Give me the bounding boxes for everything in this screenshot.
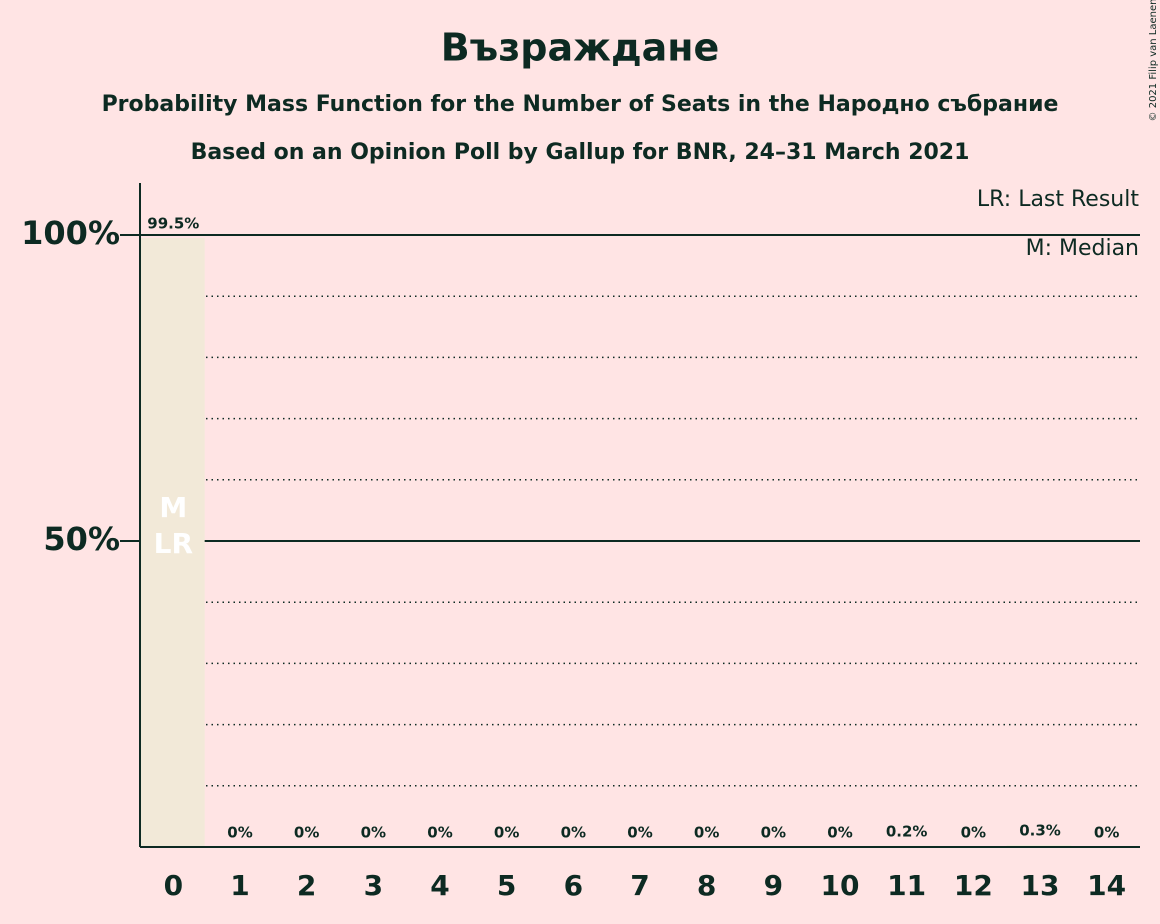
bar	[140, 238, 205, 847]
value-label: 0%	[627, 824, 652, 842]
x-tick-label: 5	[497, 869, 516, 902]
x-tick-label: 9	[764, 869, 783, 902]
x-tick-label: 13	[1021, 869, 1060, 902]
value-label: 0.3%	[1019, 822, 1061, 840]
value-label: 0%	[294, 824, 319, 842]
annotation: LR	[154, 527, 193, 560]
x-tick-label: 2	[297, 869, 316, 902]
x-tick-label: 0	[164, 869, 183, 902]
value-label: 0%	[427, 824, 452, 842]
chart-subtitle: Probability Mass Function for the Number…	[102, 92, 1059, 117]
x-tick-label: 6	[564, 869, 583, 902]
value-label: 0%	[1094, 824, 1119, 842]
value-label: 99.5%	[147, 215, 199, 233]
x-tick-label: 3	[364, 869, 383, 902]
x-tick-label: 11	[887, 869, 926, 902]
y-tick-label: 100%	[21, 214, 120, 252]
x-tick-label: 12	[954, 869, 993, 902]
value-label: 0%	[494, 824, 519, 842]
annotation: M	[159, 491, 187, 524]
value-label: 0%	[694, 824, 719, 842]
chart-title: Възраждане	[441, 26, 720, 70]
x-tick-label: 10	[821, 869, 860, 902]
x-tick-label: 14	[1087, 869, 1126, 902]
value-label: 0%	[761, 824, 786, 842]
value-label: 0.2%	[886, 822, 928, 840]
x-tick-label: 7	[630, 869, 649, 902]
value-label: 0%	[227, 824, 252, 842]
chart-subtitle: Based on an Opinion Poll by Gallup for B…	[191, 140, 970, 165]
legend-entry: M: Median	[1026, 236, 1139, 261]
value-label: 0%	[961, 824, 986, 842]
legend-entry: LR: Last Result	[977, 187, 1139, 212]
credit: © 2021 Filip van Laenen	[1148, 0, 1159, 121]
value-label: 0%	[561, 824, 586, 842]
x-tick-label: 8	[697, 869, 716, 902]
x-tick-label: 4	[430, 869, 449, 902]
value-label: 0%	[361, 824, 386, 842]
x-tick-label: 1	[230, 869, 249, 902]
value-label: 0%	[827, 824, 852, 842]
y-tick-label: 50%	[43, 520, 120, 558]
